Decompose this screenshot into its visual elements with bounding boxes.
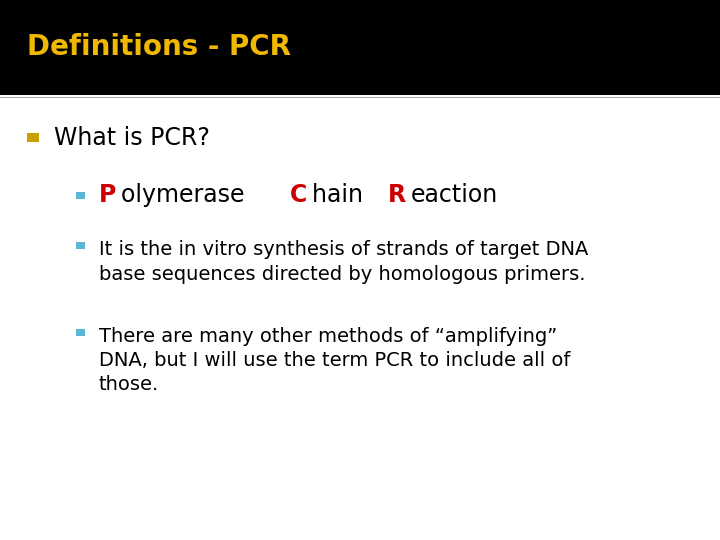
Text: olymerase: olymerase bbox=[121, 184, 252, 207]
Bar bbox=[76, 192, 85, 199]
Text: P: P bbox=[99, 184, 116, 207]
Bar bbox=[76, 328, 85, 335]
Text: It is the in vitro synthesis of strands of target DNA
base sequences directed by: It is the in vitro synthesis of strands … bbox=[99, 240, 588, 284]
Text: hain: hain bbox=[312, 184, 371, 207]
Text: Definitions - PCR: Definitions - PCR bbox=[27, 33, 292, 61]
FancyBboxPatch shape bbox=[0, 0, 720, 94]
Text: C: C bbox=[290, 184, 307, 207]
Text: What is PCR?: What is PCR? bbox=[54, 126, 210, 150]
Bar bbox=[27, 133, 39, 142]
Bar bbox=[76, 242, 85, 249]
Text: There are many other methods of “amplifying”
DNA, but I will use the term PCR to: There are many other methods of “amplify… bbox=[99, 327, 570, 394]
Text: eaction: eaction bbox=[411, 184, 498, 207]
Text: R: R bbox=[388, 184, 406, 207]
